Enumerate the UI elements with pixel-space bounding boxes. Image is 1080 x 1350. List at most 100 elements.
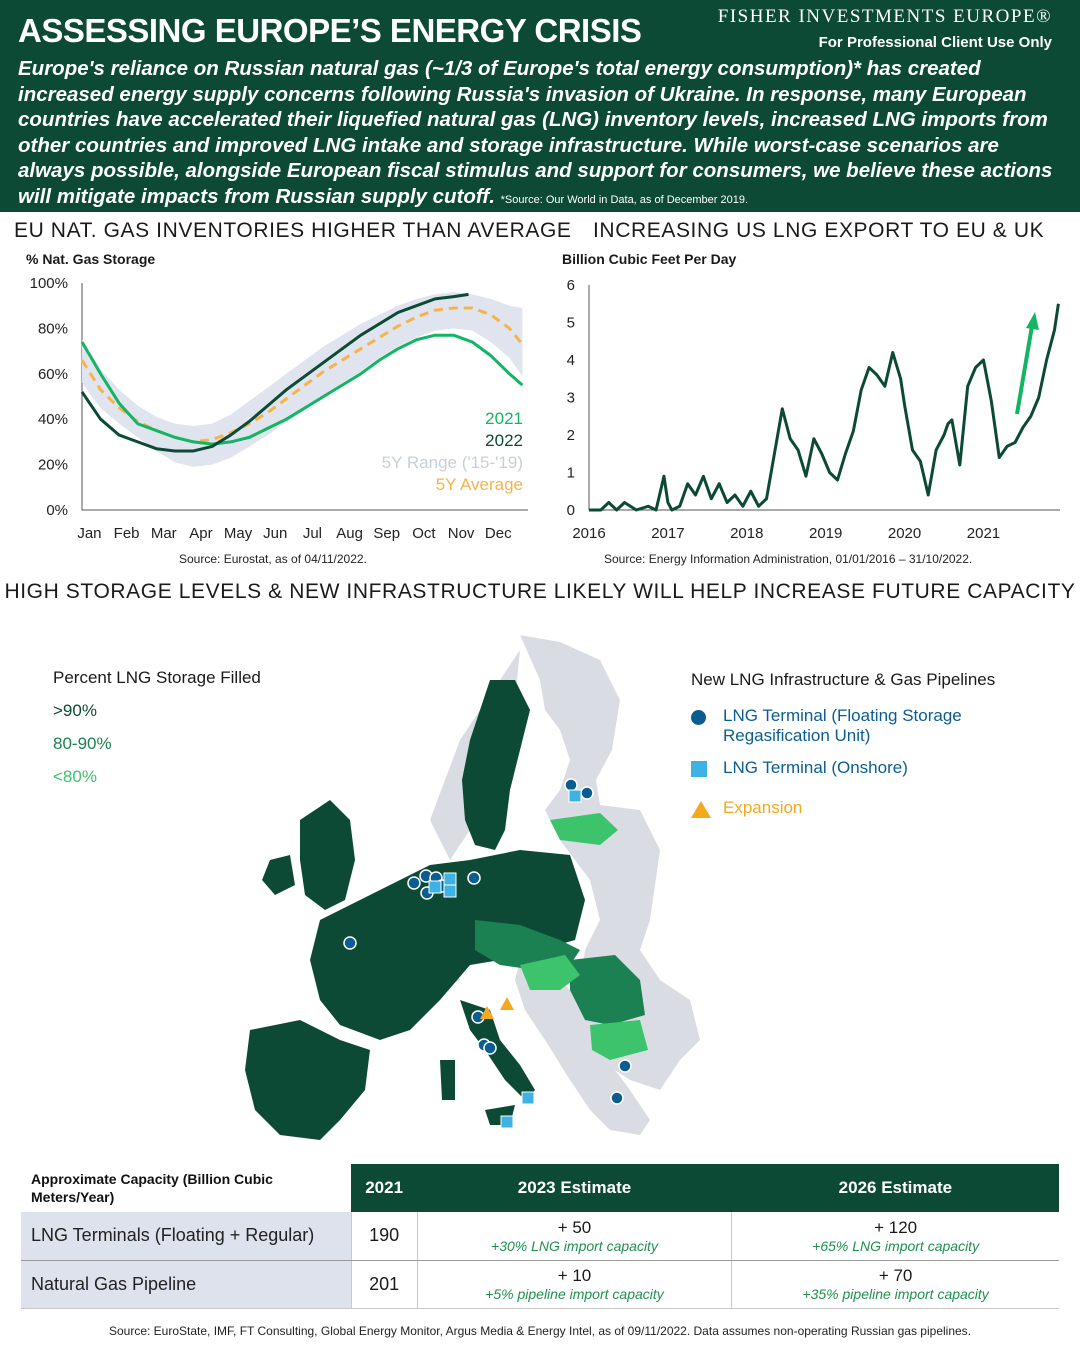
intro-text: Europe's reliance on Russian natural gas… <box>18 56 1064 213</box>
x-tick-label: 2017 <box>651 525 684 542</box>
x-tick-label: Aug <box>336 525 363 542</box>
table-row: LNG Terminals (Floating + Regular) 190 +… <box>21 1212 1059 1261</box>
storage-legend-lt80: <80% <box>53 767 97 786</box>
y-tick-label: 60% <box>38 366 68 383</box>
map-hungary <box>520 955 580 990</box>
trend-arrow-shaft <box>1015 325 1034 415</box>
x-tick-label: Apr <box>189 525 212 542</box>
storage-legend-title: Percent LNG Storage Filled <box>53 668 261 687</box>
x-tick-label: Sep <box>373 525 400 542</box>
chart2-ylabel: Billion Cubic Feet Per Day <box>562 251 737 267</box>
row-2021-value: 201 <box>351 1260 418 1309</box>
onshore-terminal-icon <box>691 761 707 777</box>
intro-paragraph: Europe's reliance on Russian natural gas… <box>18 57 1053 208</box>
legend-entry: 5Y Average <box>436 475 523 494</box>
chart1-source: Source: Eurostat, as of 04/11/2022. <box>179 552 367 566</box>
legend-entry: 2022 <box>485 431 523 450</box>
infra-legend-expansion: Expansion <box>691 798 1031 818</box>
lng-floating-terminal-marker <box>483 1041 497 1055</box>
x-tick-label: Feb <box>114 525 140 542</box>
capacity-table: Approximate Capacity (Billion Cubic Mete… <box>21 1164 1059 1309</box>
map-france-germany-poland <box>310 850 585 1040</box>
y-tick-label: 40% <box>38 411 68 428</box>
row-2026-cell: + 120 +65% LNG import capacity <box>731 1212 1059 1261</box>
lng-floating-terminal-marker <box>467 871 481 885</box>
lng-onshore-terminal-marker <box>568 789 582 803</box>
chart2-title: INCREASING US LNG EXPORT TO EU & UK <box>593 219 1045 242</box>
row-2023-cell: + 10 +5% pipeline import capacity <box>417 1260 733 1309</box>
map-iberia <box>245 1020 370 1140</box>
lng-floating-terminal-marker <box>610 1091 624 1105</box>
x-tick-label: Jan <box>77 525 101 542</box>
x-tick-label: Dec <box>485 525 512 542</box>
legend-entry: 2021 <box>485 409 523 428</box>
series-5y-average-line <box>80 306 524 444</box>
row-label: LNG Terminals (Floating + Regular) <box>21 1212 352 1261</box>
x-tick-label: 2020 <box>888 525 921 542</box>
map-romania-region <box>570 955 645 1025</box>
y-tick-label: 4 <box>567 352 575 369</box>
y-tick-label: 20% <box>38 457 68 474</box>
expansion-marker <box>480 1006 494 1019</box>
chart1-ylabel: % Nat. Gas Storage <box>26 251 156 267</box>
lng-floating-terminal-marker <box>618 1059 632 1073</box>
page-title: ASSESSING EUROPE’S ENERGY CRISIS <box>18 12 642 49</box>
col-2023: 2023 Estimate <box>417 1164 732 1212</box>
lng-floating-terminal-marker <box>580 786 594 800</box>
series-2021-line <box>80 333 524 446</box>
audience-note: For Professional Client Use Only <box>818 34 1052 51</box>
chart1-title: EU NAT. GAS INVENTORIES HIGHER THAN AVER… <box>14 219 572 242</box>
row-2023-value: + 10 <box>557 1266 592 1285</box>
x-tick-label: Oct <box>412 525 436 542</box>
lng-onshore-terminal-marker <box>428 880 442 894</box>
infra-legend-title: New LNG Infrastructure & Gas Pipelines <box>691 670 996 689</box>
row-2026-value: + 120 <box>874 1217 918 1237</box>
x-tick-label: 2019 <box>809 525 842 542</box>
row-2021-value: 190 <box>351 1212 418 1261</box>
row-2026-cell: + 70 +35% pipeline import capacity <box>731 1260 1059 1309</box>
expansion-marker <box>500 997 514 1010</box>
col-2026: 2026 Estimate <box>731 1164 1059 1212</box>
lng-onshore-terminal-marker <box>500 1115 514 1129</box>
x-tick-label: Nov <box>448 525 475 542</box>
infra-legend-floating-label: LNG Terminal (Floating Storage Regasific… <box>723 706 962 745</box>
map-scandinavia <box>462 680 530 850</box>
map-italy <box>460 1000 535 1125</box>
storage-legend-gt90: >90% <box>53 701 97 720</box>
row-2026-note: +35% pipeline import capacity <box>802 1286 989 1302</box>
y-tick-label: 100% <box>30 275 68 292</box>
map-title: HIGH STORAGE LEVELS & NEW INFRASTRUCTURE… <box>4 580 1076 603</box>
x-tick-label: 2021 <box>967 525 1000 542</box>
lng-export-chart: 0 1 2 3 4 5 6 2016 2017 2018 2019 2020 2021 <box>567 277 1060 542</box>
lng-onshore-terminal-marker <box>443 884 457 898</box>
row-2023-note: +5% pipeline import capacity <box>485 1286 664 1302</box>
col-2021: 2021 <box>351 1164 418 1212</box>
x-tick-label: 2016 <box>572 525 605 542</box>
map-uk-ireland <box>262 800 355 910</box>
infra-legend-onshore: LNG Terminal (Onshore) <box>691 758 1031 778</box>
storage-legend: Percent LNG Storage Filled >90% 80-90% <… <box>53 668 261 800</box>
infra-legend-expansion-label: Expansion <box>723 798 803 817</box>
map-latvia <box>550 813 618 845</box>
footer-source: Source: EuroState, IMF, FT Consulting, G… <box>108 1324 972 1338</box>
lng-onshore-terminal-marker <box>521 1091 535 1105</box>
y-tick-label: 0% <box>46 502 68 519</box>
infra-legend-floating: LNG Terminal (Floating Storage Regasific… <box>691 706 1031 746</box>
x-tick-label: Mar <box>151 525 177 542</box>
series-lng-export-line <box>589 303 1060 512</box>
y-tick-label: 80% <box>38 320 68 337</box>
x-tick-label: Jul <box>303 525 322 542</box>
lng-onshore-terminal-marker <box>443 872 457 886</box>
x-tick-label: Jun <box>263 525 287 542</box>
x-tick-label: 2018 <box>730 525 763 542</box>
table-header-label: Approximate Capacity (Billion Cubic Mete… <box>21 1164 351 1212</box>
chart2-source: Source: Energy Information Administratio… <box>604 552 973 566</box>
gas-inventory-chart: 0% 20% 40% 60% 80% 100% Jan Feb Mar Apr May Jun Jul A… <box>30 275 528 542</box>
map-bulgaria <box>590 1020 648 1060</box>
brand-logo: FISHER INVESTMENTS EUROPE® <box>717 6 1052 27</box>
map-balkans-region <box>515 960 650 1135</box>
expansion-triangle-icon <box>691 801 711 818</box>
y-tick-label: 6 <box>567 277 575 294</box>
lng-floating-terminal-marker <box>564 778 578 792</box>
row-2026-note: +65% LNG import capacity <box>812 1237 980 1254</box>
